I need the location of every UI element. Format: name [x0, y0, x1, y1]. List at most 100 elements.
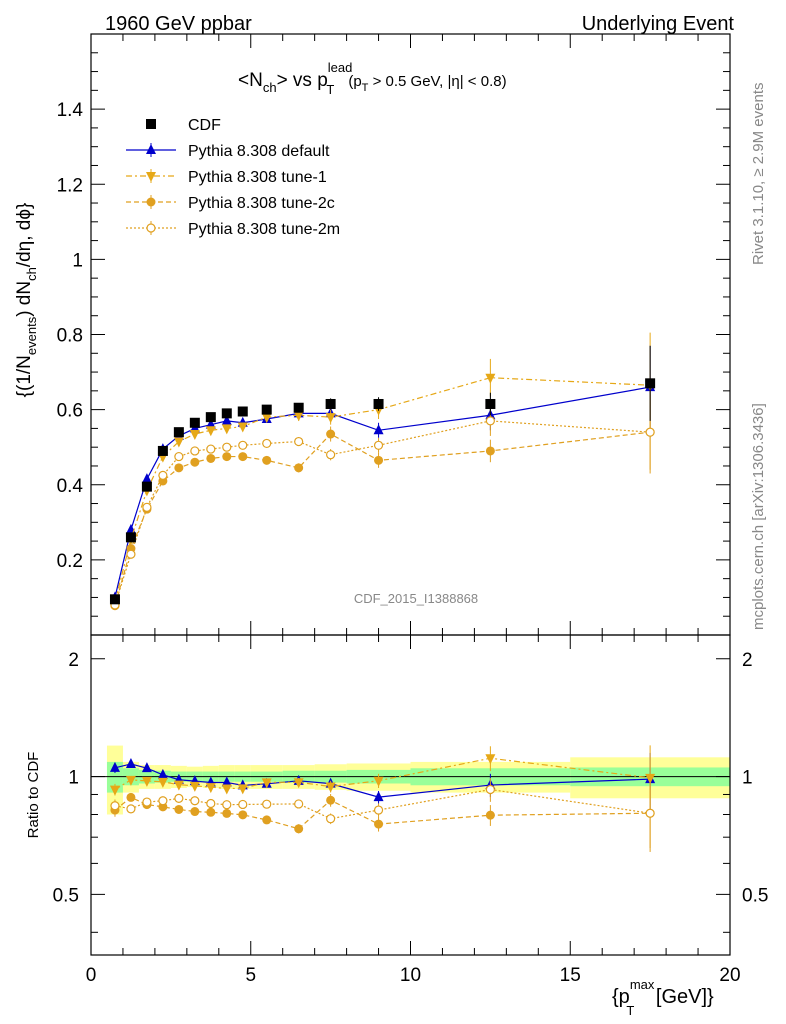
point-pythia-8-308-tune-2m	[373, 440, 384, 450]
point-pythia-8-308-tune-2m	[326, 450, 336, 460]
legend-label: Pythia 8.308 tune-2m	[188, 221, 340, 238]
point-cdf	[325, 398, 336, 409]
point-pythia-8-308-tune-2m	[645, 427, 655, 437]
ratio-point-pythia-8-308-tune-2c	[326, 795, 336, 805]
legend-label: Pythia 8.308 tune-1	[188, 169, 327, 186]
point-pythia-8-308-tune-1	[173, 437, 184, 448]
ratio-point-pythia-8-308-tune-1	[141, 776, 152, 787]
legend-marker	[146, 119, 156, 129]
ratio-point-pythia-8-308-tune-2m	[126, 804, 136, 814]
analysis-watermark: CDF_2015_I1388868	[354, 591, 478, 606]
point-pythia-8-308-default	[141, 473, 152, 484]
ratio-point-pythia-8-308-tune-2m	[645, 808, 655, 818]
main-panel: 0.2 0.4 0.6 0.8 1 1.2 1.4	[57, 33, 731, 636]
ratio-tick-label: 1	[68, 768, 79, 789]
point-cdf	[141, 481, 152, 492]
point-pythia-8-308-tune-2c	[485, 446, 495, 456]
y-tick-label: 1.4	[57, 100, 84, 121]
legend-marker	[146, 172, 156, 182]
ratio-point-pythia-8-308-tune-1	[325, 782, 336, 793]
x-axis-label: {pmax T [GeV]}	[612, 977, 714, 1018]
ratio-tick-label: 2	[68, 650, 79, 671]
y-tick-label: 0.4	[57, 476, 84, 497]
point-cdf	[221, 408, 232, 419]
point-pythia-8-308-tune-2c	[206, 453, 216, 463]
main-ticks: 0.2 0.4 0.6 0.8 1 1.2 1.4	[57, 33, 731, 636]
ratio-point-pythia-8-308-tune-1	[645, 773, 656, 784]
legend-label: CDF	[188, 117, 221, 134]
point-pythia-8-308-default	[221, 414, 232, 425]
ratio-point-pythia-8-308-default	[221, 776, 232, 787]
point-cdf	[189, 417, 200, 428]
ratio-ticks: 0 5 10 15 20 0.5 0.5 1 1 2 2	[53, 635, 768, 986]
ratio-point-pythia-8-308-tune-1	[157, 777, 168, 788]
ratio-point-pythia-8-308-tune-2c	[294, 824, 304, 834]
legend-marker	[146, 144, 156, 154]
ratio-panel: 0 5 10 15 20 0.5 0.5 1 1 2 2	[53, 634, 768, 986]
ratio-point-pythia-8-308-tune-1	[221, 784, 232, 795]
point-pythia-8-308-default	[373, 424, 384, 435]
point-cdf	[373, 398, 384, 409]
point-pythia-8-308-tune-2m	[238, 440, 248, 450]
ratio-point-pythia-8-308-default	[157, 768, 168, 779]
ratio-tick-label: 0.5	[53, 885, 79, 906]
x-tick-label: 0	[86, 965, 97, 986]
mcplots-label: mcplots.cern.ch [arXiv:1306.3436]	[750, 403, 767, 630]
ratio-point-pythia-8-308-tune-2m	[222, 800, 232, 810]
ratio-point-pythia-8-308-default	[109, 761, 120, 772]
ratio-point-pythia-8-308-tune-2m	[190, 796, 200, 806]
ratio-point-pythia-8-308-tune-2m	[158, 796, 168, 806]
point-pythia-8-308-tune-1	[205, 426, 216, 437]
legend-label: Pythia 8.308 default	[188, 143, 330, 160]
ratio-point-pythia-8-308-tune-2c	[174, 804, 184, 814]
ratio-point-pythia-8-308-tune-2c	[262, 815, 272, 825]
ratio-point-pythia-8-308-tune-2c	[206, 807, 216, 817]
point-pythia-8-308-tune-2m	[174, 451, 184, 462]
point-pythia-8-308-tune-2m	[294, 436, 304, 447]
ratio-point-pythia-8-308-tune-2m	[373, 805, 384, 815]
point-cdf	[645, 378, 656, 389]
ratio-point-pythia-8-308-tune-2m	[262, 799, 272, 809]
point-cdf	[485, 398, 496, 409]
ratio-point-pythia-8-308-tune-2m	[238, 799, 248, 810]
point-pythia-8-308-tune-2m	[190, 446, 200, 456]
y-axis-label: {(1/Nevents) dNch/dη, dϕ}	[14, 203, 39, 398]
ratio-point-pythia-8-308-tune-2m	[485, 784, 495, 795]
ratio-point-pythia-8-308-tune-2c	[374, 819, 384, 829]
y-tick-label: 1	[72, 250, 83, 271]
y-tick-label: 1.2	[57, 175, 83, 196]
point-cdf	[125, 532, 136, 543]
ratio-line-pythia-8-308-tune-2m	[114, 788, 651, 820]
ratio-point-pythia-8-308-tune-2m	[174, 793, 184, 803]
point-pythia-8-308-tune-2c	[262, 455, 272, 465]
ratio-point-pythia-8-308-tune-2c	[485, 810, 495, 820]
point-pythia-8-308-tune-2c	[294, 463, 304, 473]
y-tick-label: 0.8	[57, 326, 83, 347]
x-tick-label: 20	[719, 965, 740, 986]
point-pythia-8-308-tune-2c	[238, 452, 248, 462]
ratio-point-pythia-8-308-tune-1	[261, 778, 272, 789]
ratio-point-pythia-8-308-tune-2m	[206, 798, 216, 809]
point-cdf	[237, 406, 248, 417]
ratio-point-pythia-8-308-tune-1	[373, 776, 384, 787]
ratio-point-pythia-8-308-tune-1	[293, 778, 304, 789]
ratio-tick-label-right: 0.5	[742, 885, 768, 906]
point-pythia-8-308-tune-1	[293, 411, 304, 422]
x-tick-label: 10	[400, 965, 421, 986]
ratio-point-pythia-8-308-tune-2m	[142, 797, 152, 807]
ratio-point-pythia-8-308-tune-1	[173, 780, 184, 791]
legend-marker	[146, 197, 156, 207]
ratio-point-pythia-8-308-default	[141, 762, 152, 773]
ratio-point-pythia-8-308-tune-1	[205, 783, 216, 794]
main-frame	[90, 33, 731, 636]
ratio-point-pythia-8-308-tune-1	[125, 775, 136, 786]
ratio-point-pythia-8-308-tune-1	[189, 781, 200, 792]
point-pythia-8-308-tune-2m	[485, 416, 495, 426]
series-line-pythia-8-308-tune-1	[114, 377, 651, 603]
x-tick-label: 5	[245, 965, 256, 986]
legend-label: Pythia 8.308 tune-2c	[188, 195, 335, 212]
point-pythia-8-308-tune-2m	[142, 502, 152, 512]
point-cdf	[173, 427, 184, 438]
ratio-point-pythia-8-308-tune-2m	[110, 801, 120, 811]
